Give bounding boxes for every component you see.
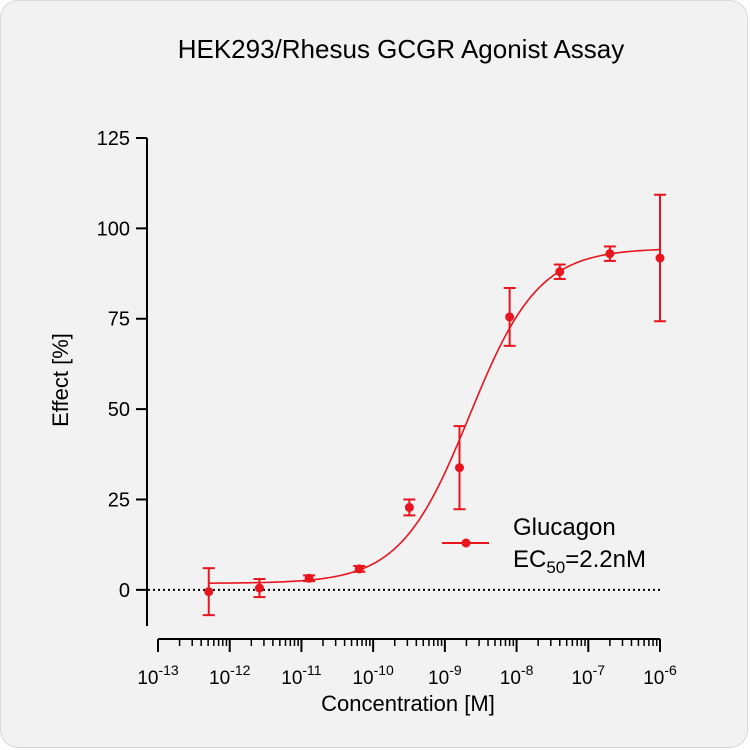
point-marker <box>354 564 364 574</box>
y-tick-label: 125 <box>97 128 130 150</box>
data-point <box>353 564 366 574</box>
legend-marker <box>461 538 471 548</box>
x-tick-label: 10-6 <box>643 662 677 689</box>
point-marker <box>404 502 414 512</box>
point-marker <box>204 587 214 597</box>
y-axis: 0 25 50 75 100 125 <box>97 128 148 626</box>
x-tick-label: 10-9 <box>428 662 462 689</box>
chart-title: HEK293/Rhesus GCGR Agonist Assay <box>178 34 625 64</box>
data-point <box>553 263 566 280</box>
legend: Glucagon EC50=2.2nM <box>442 514 646 577</box>
fit-curve <box>208 248 661 584</box>
y-tick-label: 75 <box>108 309 130 331</box>
point-marker <box>605 249 615 259</box>
y-tick-label: 0 <box>119 580 130 602</box>
x-axis: 10-13 10-12 10-11 10-10 10-9 10-8 10-7 10-6 <box>137 638 677 689</box>
point-marker <box>254 583 264 593</box>
point-marker <box>555 267 565 277</box>
legend-ec50-value: =2.2nM <box>565 546 646 573</box>
y-axis-label: Effect [%] <box>48 333 73 427</box>
point-marker <box>454 463 464 473</box>
y-tick-label: 25 <box>108 489 130 511</box>
x-tick-label: 10-12 <box>209 662 251 689</box>
y-tick-label: 100 <box>97 218 130 240</box>
x-tick-label: 10-10 <box>352 662 394 689</box>
data-point <box>654 193 666 323</box>
x-tick-label: 10-7 <box>571 662 605 689</box>
legend-ec50-sub: 50 <box>546 558 565 577</box>
point-marker <box>304 573 314 583</box>
data-point <box>603 245 616 262</box>
data-points <box>202 193 666 617</box>
point-marker <box>655 253 665 263</box>
legend-ec50: EC50=2.2nM <box>513 546 646 577</box>
legend-ec50-prefix: EC <box>513 546 546 573</box>
x-tick-label: 10-13 <box>137 662 179 689</box>
data-point <box>303 573 316 583</box>
data-point <box>453 425 466 511</box>
data-point <box>202 567 215 617</box>
x-tick-label: 10-8 <box>500 662 534 689</box>
x-axis-label: Concentration [M] <box>321 691 495 716</box>
x-tick-label: 10-11 <box>281 662 322 689</box>
point-marker <box>505 312 515 322</box>
data-point <box>503 287 516 347</box>
data-point <box>403 498 416 517</box>
data-point <box>253 578 266 599</box>
legend-label: Glucagon <box>513 514 616 541</box>
y-tick-label: 50 <box>108 399 130 421</box>
